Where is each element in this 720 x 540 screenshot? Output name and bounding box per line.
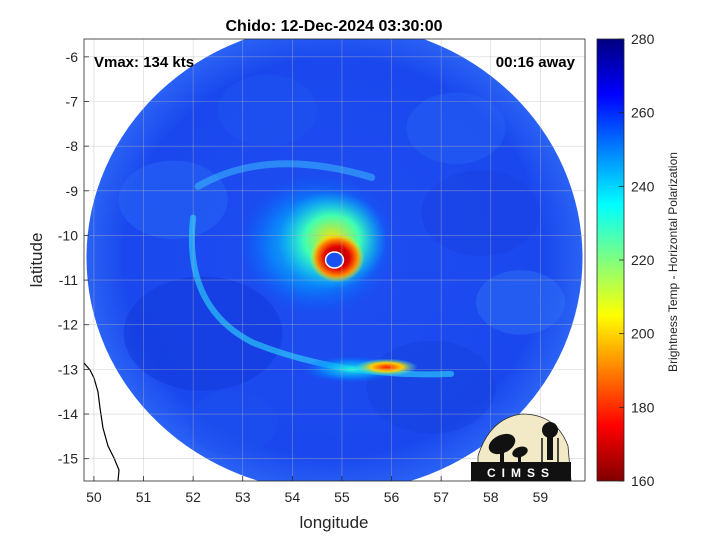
vmax-annotation: Vmax: 134 kts — [94, 54, 194, 71]
convection-feature — [355, 358, 418, 376]
y-tick-label: -10 — [58, 227, 78, 243]
x-tick-label: 53 — [235, 489, 251, 505]
colorbar-tick-label: 180 — [631, 399, 655, 415]
x-tick-label: 50 — [86, 489, 102, 505]
colorbar-tick-label: 280 — [631, 31, 655, 47]
swath-texture-patch — [475, 270, 566, 335]
y-tick-label: -14 — [58, 406, 78, 422]
colorbar-label: Brightness Temp - Horizontal Polarizatio… — [666, 152, 680, 372]
plot-frame — [83, 38, 586, 482]
cimss-logo: CIMSS — [471, 413, 572, 482]
x-tick-label: 57 — [433, 489, 449, 505]
x-tick-label: 51 — [136, 489, 152, 505]
swath-texture-patch — [188, 390, 278, 456]
swath-texture-patch — [421, 170, 541, 256]
x-tick-label: 54 — [285, 489, 301, 505]
y-tick-label: -7 — [66, 94, 79, 110]
cimss-logo-text: CIMSS — [487, 466, 555, 480]
swath-texture-patch — [118, 160, 228, 240]
colorbar-ticks: 280 260 240 220 200 180 160 — [619, 31, 655, 489]
colorbar: 280 260 240 220 200 180 160 Brightness Temp - … — [596, 31, 680, 489]
x-tick-label: 59 — [533, 489, 549, 505]
x-tick-label: 55 — [334, 489, 350, 505]
grid-lines — [84, 39, 585, 481]
y-axis-label: latitude — [27, 233, 46, 288]
x-tick-label: 58 — [483, 489, 499, 505]
colorbar-tick-label: 160 — [631, 473, 655, 489]
time-away-annotation: 00:16 away — [496, 54, 576, 71]
y-tick-label: -15 — [58, 451, 78, 467]
y-tick-label: -9 — [66, 183, 79, 199]
colorbar-tick-label: 200 — [631, 326, 655, 342]
x-tick-label: 52 — [185, 489, 201, 505]
colorbar-tick-label: 240 — [631, 178, 655, 194]
y-tick-label: -13 — [58, 361, 78, 377]
x-tick-label: 56 — [384, 489, 400, 505]
y-tick-labels: -6 -7 -8 -9 -10 -11 -12 -13 -14 -15 — [58, 49, 89, 467]
y-tick-label: -8 — [66, 138, 79, 154]
x-tick-labels: 50 51 52 53 54 55 56 57 58 59 — [86, 476, 548, 505]
y-tick-label: -12 — [58, 317, 78, 333]
x-axis-label: longitude — [299, 513, 368, 532]
swath-texture-patch — [366, 340, 496, 434]
y-tick-label: -6 — [66, 49, 79, 65]
rainband-north — [194, 160, 376, 190]
colorbar-tick-label: 220 — [631, 252, 655, 268]
colorbar-tick-label: 260 — [631, 105, 655, 121]
coastline — [84, 362, 120, 481]
storm-eye — [324, 251, 345, 269]
chart-title: Chido: 12-Dec-2024 03:30:00 — [226, 18, 443, 35]
y-tick-label: -11 — [59, 272, 78, 288]
swath-texture-patch — [217, 74, 318, 147]
